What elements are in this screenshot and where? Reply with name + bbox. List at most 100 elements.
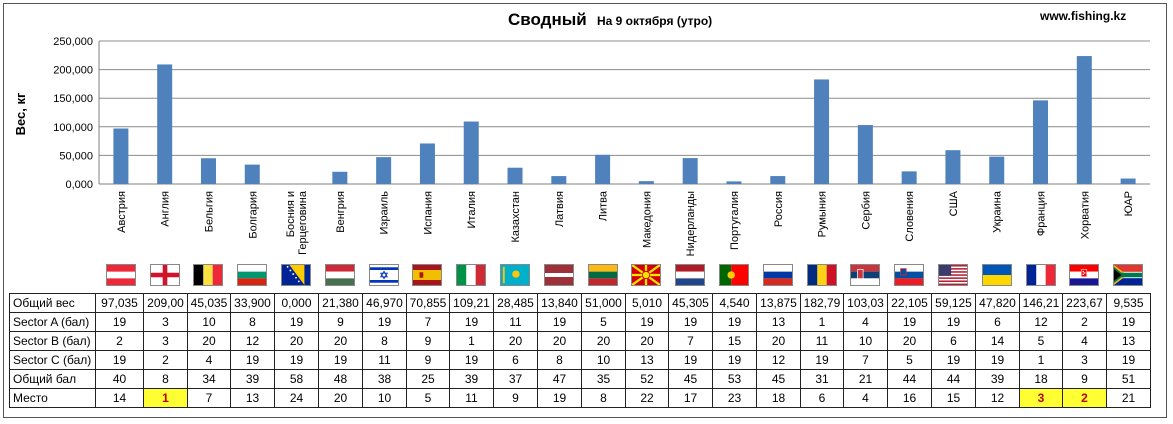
table-cell: 19 bbox=[800, 350, 844, 370]
bar bbox=[901, 171, 917, 184]
table-cell: 48 bbox=[318, 369, 363, 389]
table-cell: 223,67 bbox=[1062, 293, 1107, 313]
table-cell: 9 bbox=[318, 312, 363, 332]
table-row: Место 14 1 7 13 24 20 10 5 11 9 19 8 22 17 23 18 6 4 16 15 12… bbox=[9, 388, 1151, 408]
row-label: Sector B (бал) bbox=[9, 331, 96, 351]
slovenia-flag-icon bbox=[894, 264, 925, 286]
bar bbox=[157, 64, 173, 184]
table-cell: 8 bbox=[230, 312, 275, 332]
table-cell: 3 bbox=[1062, 350, 1107, 370]
table-cell: 31 bbox=[800, 369, 844, 389]
table-cell: 18 bbox=[756, 388, 801, 408]
table-cell: 11 bbox=[493, 312, 538, 332]
table-cell: 209,00 bbox=[143, 293, 188, 313]
y-tick-label: 200,000 bbox=[53, 65, 93, 77]
y-tick-label: 250,000 bbox=[53, 36, 93, 48]
table-cell: 39 bbox=[230, 369, 275, 389]
table-cell: 12 bbox=[756, 350, 801, 370]
x-tick-label: Казахстан bbox=[510, 191, 522, 243]
chart-subtitle: На 9 октября (утро) bbox=[597, 14, 713, 28]
table-cell: 19 bbox=[230, 350, 275, 370]
x-tick-label: Латвия bbox=[554, 191, 566, 227]
table-cell: 19 bbox=[975, 350, 1020, 370]
bar bbox=[1076, 56, 1092, 184]
bar bbox=[945, 150, 961, 184]
bar bbox=[682, 158, 698, 184]
table-cell: 19 bbox=[1106, 312, 1151, 332]
italy-flag-icon bbox=[456, 264, 487, 286]
table-cell: 146,21 bbox=[1019, 293, 1063, 313]
table-cell: 1 bbox=[143, 388, 188, 408]
table-cell: 10 bbox=[581, 350, 626, 370]
table-cell: 12 bbox=[1019, 312, 1063, 332]
bar bbox=[595, 154, 611, 184]
table-cell: 8 bbox=[537, 350, 582, 370]
bar bbox=[200, 158, 216, 184]
table-cell: 8 bbox=[362, 331, 407, 351]
table-cell: 9 bbox=[406, 350, 450, 370]
england-flag-icon bbox=[149, 264, 180, 286]
table-cell: 19 bbox=[537, 388, 582, 408]
table-cell: 10 bbox=[843, 331, 888, 351]
south-africa-flag-icon bbox=[1113, 264, 1144, 286]
table-row: Sector B (бал) 2 3 20 12 20 20 8 9 1 20 20 20 20 7 15 20… bbox=[9, 331, 1151, 351]
bar bbox=[244, 164, 260, 184]
table-cell: 5,010 bbox=[625, 293, 669, 313]
table-cell: 46,970 bbox=[362, 293, 407, 313]
x-tick-label: Англия bbox=[160, 191, 172, 227]
table-cell: 19 bbox=[668, 350, 713, 370]
bulgaria-flag-icon bbox=[237, 264, 268, 286]
table-cell: 1 bbox=[1019, 350, 1063, 370]
table-cell: 17 bbox=[668, 388, 713, 408]
table-cell: 7 bbox=[843, 350, 888, 370]
bar bbox=[1120, 178, 1136, 184]
table-cell: 21,380 bbox=[318, 293, 363, 313]
table-cell: 9 bbox=[1062, 369, 1107, 389]
table-cell: 23 bbox=[712, 388, 757, 408]
table-cell: 51,000 bbox=[581, 293, 626, 313]
x-tick-label: Венгрия bbox=[335, 191, 347, 233]
table-row: Общий бал 40 8 34 39 58 48 38 25 39 37 47 35 52 45 53 45… bbox=[9, 369, 1151, 389]
x-tick-labels: Австрия Англия Бельгия Болгария Босния иГерц… bbox=[116, 190, 1135, 256]
table-cell: 33,900 bbox=[230, 293, 275, 313]
table-cell: 44 bbox=[931, 369, 976, 389]
chart-title: Сводный bbox=[508, 10, 587, 29]
bar bbox=[638, 181, 654, 184]
table-cell: 16 bbox=[887, 388, 932, 408]
gridlines bbox=[98, 40, 1150, 185]
table-cell: 3 bbox=[1019, 388, 1063, 408]
table-cell: 11 bbox=[800, 331, 844, 351]
hungary-flag-icon bbox=[324, 264, 355, 286]
table-cell: 4 bbox=[843, 388, 888, 408]
table-cell: 38 bbox=[362, 369, 407, 389]
table-cell: 1 bbox=[800, 312, 844, 332]
table-cell: 45 bbox=[756, 369, 801, 389]
macedonia-flag-icon bbox=[631, 264, 662, 286]
bar bbox=[551, 176, 567, 184]
table-cell: 18 bbox=[1019, 369, 1063, 389]
table-cell: 52 bbox=[625, 369, 669, 389]
table-cell: 25 bbox=[406, 369, 450, 389]
x-tick-label: Австрия bbox=[116, 191, 128, 233]
table-cell: 13,875 bbox=[756, 293, 801, 313]
table-cell: 37 bbox=[493, 369, 538, 389]
table-row: Sector C (бал) 19 2 4 19 19 19 11 9 19 6 8 10 13 19 19 1… bbox=[9, 350, 1151, 370]
bar bbox=[332, 171, 348, 184]
table-cell: 2 bbox=[1062, 388, 1107, 408]
table-cell: 9,535 bbox=[1106, 293, 1151, 313]
x-tick-label: Словения bbox=[904, 191, 916, 242]
x-tick-label: Израиль bbox=[379, 191, 391, 235]
table-cell: 8 bbox=[581, 388, 626, 408]
y-tick-label: 0,000 bbox=[65, 179, 93, 191]
table-cell: 4 bbox=[1062, 331, 1107, 351]
table-cell: 21 bbox=[843, 369, 888, 389]
bar bbox=[463, 121, 479, 184]
table-cell: 39 bbox=[449, 369, 494, 389]
table-cell: 22 bbox=[625, 388, 669, 408]
spain-flag-icon bbox=[412, 264, 443, 286]
bar bbox=[857, 125, 873, 184]
bar-chart: 0,00050,000100,000150,000200,000250,000 … bbox=[13, 36, 1150, 256]
russia-flag-icon bbox=[762, 264, 793, 286]
table-cell: 20 bbox=[756, 331, 801, 351]
flags-row bbox=[0, 264, 1173, 290]
